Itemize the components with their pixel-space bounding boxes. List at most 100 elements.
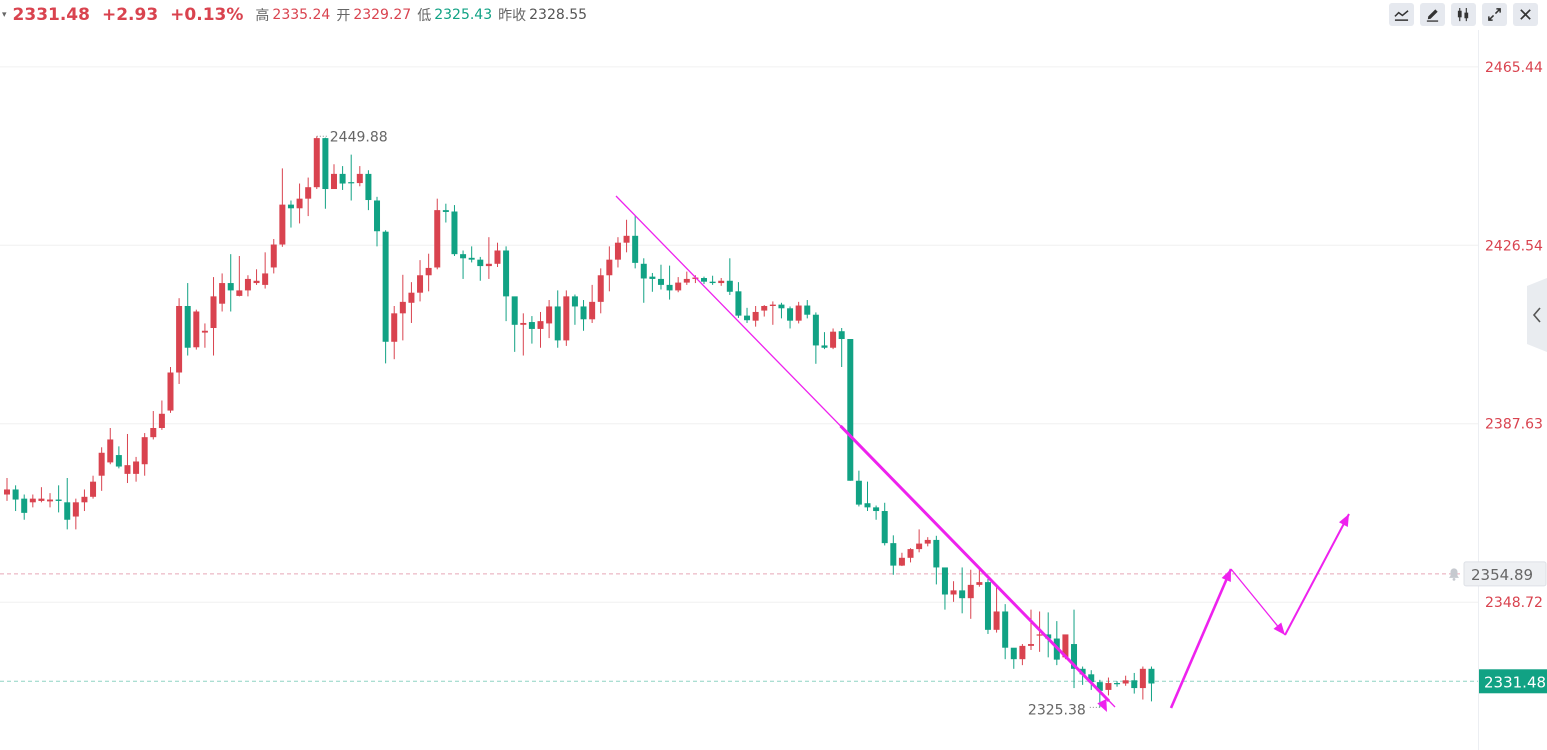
candle	[941, 567, 948, 610]
candle-body	[916, 543, 923, 550]
candle	[520, 313, 527, 356]
candle-body	[391, 313, 398, 342]
candle	[554, 290, 561, 348]
candle	[38, 487, 45, 503]
current-price-box	[1479, 669, 1547, 694]
price-lines	[0, 573, 1478, 682]
candle	[916, 529, 923, 553]
candle-body	[1002, 611, 1009, 648]
draw-tool-button[interactable]	[1420, 3, 1445, 26]
candle-body	[838, 331, 845, 340]
candle-body	[744, 315, 751, 321]
side-panel-tab[interactable]	[1527, 278, 1547, 352]
candle-body	[47, 499, 54, 502]
candle	[1122, 675, 1129, 686]
candle	[434, 198, 441, 270]
candle	[838, 328, 845, 367]
open-value: 2329.27	[353, 7, 412, 23]
candle-body	[150, 428, 157, 438]
price-change-pct: +0.13%	[170, 5, 244, 25]
candle	[391, 305, 398, 360]
candle	[873, 505, 880, 520]
candle	[924, 537, 931, 547]
high-label: 高	[255, 8, 270, 24]
candle	[735, 282, 742, 318]
candle-body	[881, 511, 888, 544]
candle-body	[365, 173, 372, 201]
forecast-arrowhead	[1221, 569, 1231, 582]
candle-body	[1131, 680, 1138, 689]
candle-body	[640, 263, 647, 279]
fullscreen-button[interactable]	[1482, 3, 1507, 26]
candle	[683, 271, 690, 285]
drawings	[615, 195, 1350, 712]
candle	[305, 177, 312, 217]
close-button[interactable]	[1513, 3, 1538, 26]
candle-body	[1096, 682, 1103, 691]
candle-body	[12, 489, 19, 500]
candle	[55, 485, 62, 513]
candle	[374, 196, 381, 247]
candle-body	[1045, 634, 1052, 639]
alert-price-box[interactable]	[1463, 561, 1547, 587]
candlestick-chart: 2354.89 2331.48 2465.44 2426.54 2387.63 2348.…	[0, 30, 1547, 750]
candle	[666, 265, 673, 300]
candle	[1088, 670, 1095, 690]
candle-body	[219, 283, 226, 304]
candle	[571, 294, 578, 325]
candle-body	[270, 244, 277, 268]
candle	[287, 200, 294, 228]
candle	[787, 306, 794, 329]
candle-body	[1062, 634, 1069, 658]
candle	[339, 166, 346, 190]
line-indicator-button[interactable]	[1389, 3, 1414, 26]
candle	[270, 239, 277, 274]
candle	[993, 586, 1000, 633]
open-label: 开	[336, 8, 351, 24]
candle-body	[98, 452, 105, 476]
candle-body	[623, 235, 630, 243]
candle	[193, 309, 200, 350]
extreme-labels: 2449.88 2325.38	[316, 129, 1100, 718]
candle-body	[305, 187, 312, 199]
pen-draw-icon	[1426, 9, 1439, 22]
candle-body	[451, 211, 458, 255]
candle	[4, 477, 10, 501]
candle-body	[941, 567, 948, 595]
candle-body	[683, 278, 690, 283]
candle-body	[1088, 674, 1095, 683]
chart-type-button[interactable]	[1451, 3, 1476, 26]
candle	[528, 316, 535, 344]
candle-body	[434, 210, 441, 268]
candle-body	[657, 278, 664, 285]
caret-icon[interactable]: ▾	[2, 10, 7, 20]
candle-body	[1036, 634, 1043, 636]
candle	[640, 258, 647, 303]
candle	[141, 433, 148, 476]
candle-body	[348, 182, 355, 184]
candle	[563, 290, 570, 346]
chevron-left-icon	[1532, 307, 1541, 323]
candle	[253, 269, 260, 285]
candle	[898, 552, 905, 567]
candle	[1045, 612, 1052, 658]
candle	[1019, 644, 1026, 666]
current-price-label: 2331.48	[1484, 673, 1546, 691]
trendline-thick	[839, 424, 1111, 703]
candle-body	[554, 306, 561, 341]
candle	[399, 274, 406, 341]
candle	[425, 253, 432, 292]
price-axis[interactable]: 2354.89 2331.48 2465.44 2426.54 2387.63 2348.…	[1449, 60, 1547, 694]
candle-body	[804, 305, 811, 315]
candle	[72, 498, 79, 530]
candle-body	[184, 305, 191, 348]
candle-body	[855, 480, 862, 505]
candle-body	[468, 257, 475, 260]
candle	[1139, 666, 1146, 700]
candles	[4, 136, 1155, 708]
candle-body	[709, 281, 716, 284]
bell-icon[interactable]	[1449, 568, 1459, 581]
candle	[296, 183, 303, 224]
candle-body	[761, 305, 768, 311]
candle-body	[528, 322, 535, 329]
